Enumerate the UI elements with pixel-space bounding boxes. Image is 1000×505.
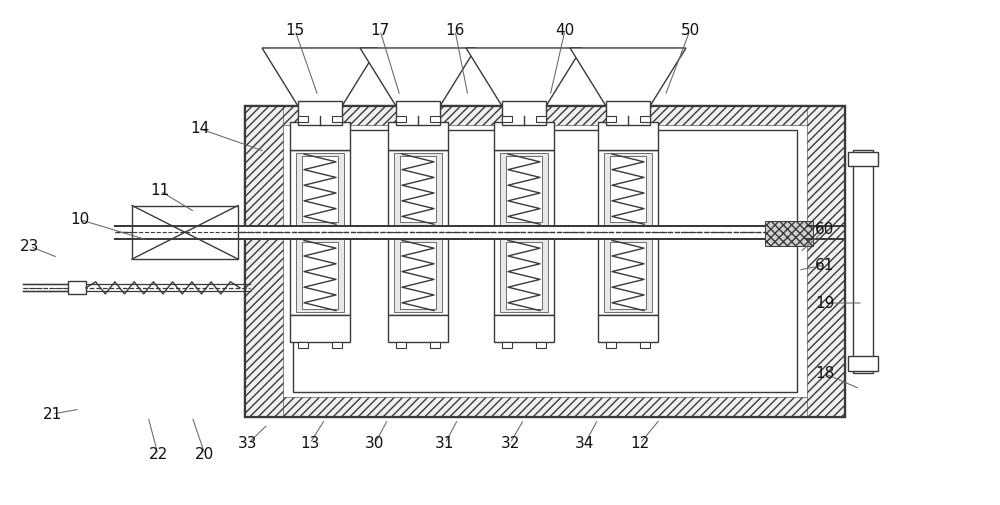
Bar	[298, 116, 308, 122]
Bar	[606, 116, 616, 122]
Bar	[290, 236, 350, 315]
Text: 16: 16	[445, 23, 465, 38]
Bar	[302, 156, 338, 222]
Bar	[293, 130, 797, 392]
Text: 11: 11	[150, 183, 170, 198]
Bar	[848, 152, 878, 166]
Text: 40: 40	[555, 23, 575, 38]
Text: 14: 14	[190, 121, 210, 136]
Bar	[396, 116, 406, 122]
Bar	[606, 101, 650, 125]
Bar	[430, 116, 440, 122]
Bar	[640, 116, 650, 122]
Bar	[400, 156, 436, 222]
Bar	[115, 226, 802, 239]
Text: 23: 23	[20, 239, 40, 254]
Bar	[848, 357, 878, 371]
Bar	[502, 342, 512, 348]
Bar	[290, 122, 350, 150]
Text: 32: 32	[500, 436, 520, 451]
Bar	[610, 242, 646, 309]
Text: 19: 19	[815, 295, 835, 311]
Bar	[598, 150, 658, 228]
Text: 13: 13	[300, 436, 320, 451]
Bar	[298, 342, 308, 348]
Bar	[500, 153, 548, 225]
Bar	[494, 315, 554, 342]
Text: 31: 31	[435, 436, 455, 451]
Text: 20: 20	[195, 447, 215, 462]
Bar	[598, 122, 658, 150]
Bar	[502, 101, 546, 125]
Polygon shape	[570, 48, 686, 106]
Text: 30: 30	[365, 436, 385, 451]
Text: 21: 21	[42, 407, 62, 422]
Bar	[606, 342, 616, 348]
Bar	[536, 116, 546, 122]
Text: 33: 33	[238, 436, 258, 451]
Bar	[394, 239, 442, 312]
Text: 34: 34	[575, 436, 595, 451]
Text: 22: 22	[148, 447, 168, 462]
Bar	[500, 239, 548, 312]
Polygon shape	[466, 48, 582, 106]
Bar	[610, 156, 646, 222]
Text: 12: 12	[630, 436, 650, 451]
Bar	[604, 239, 652, 312]
Bar	[302, 242, 338, 309]
Bar	[598, 236, 658, 315]
Bar	[502, 116, 512, 122]
Bar	[388, 236, 448, 315]
Bar	[396, 342, 406, 348]
Polygon shape	[807, 106, 845, 417]
Polygon shape	[245, 106, 283, 417]
Bar	[332, 342, 342, 348]
Polygon shape	[245, 397, 845, 417]
Text: 15: 15	[285, 23, 305, 38]
Bar	[536, 342, 546, 348]
Bar	[506, 156, 542, 222]
Text: 10: 10	[70, 212, 90, 227]
Text: 61: 61	[815, 258, 835, 273]
Bar	[132, 206, 238, 259]
Bar	[296, 239, 344, 312]
Bar	[494, 150, 554, 228]
Bar	[388, 315, 448, 342]
Bar	[396, 101, 440, 125]
Bar	[296, 153, 344, 225]
Bar	[298, 101, 342, 125]
Bar	[430, 342, 440, 348]
Bar	[765, 221, 813, 246]
Polygon shape	[360, 48, 476, 106]
Bar	[290, 315, 350, 342]
Polygon shape	[262, 48, 378, 106]
Bar	[604, 153, 652, 225]
Bar	[290, 150, 350, 228]
Polygon shape	[245, 106, 845, 125]
Text: 50: 50	[680, 23, 700, 38]
Bar	[332, 116, 342, 122]
Bar	[494, 236, 554, 315]
Bar	[506, 242, 542, 309]
Bar	[640, 342, 650, 348]
Bar	[245, 106, 845, 417]
Bar	[494, 122, 554, 150]
Bar	[245, 106, 845, 417]
Text: 18: 18	[815, 366, 835, 381]
Bar	[388, 150, 448, 228]
Text: 60: 60	[815, 222, 835, 237]
Bar	[394, 153, 442, 225]
Bar	[68, 281, 86, 294]
Bar	[400, 242, 436, 309]
Text: 17: 17	[370, 23, 390, 38]
Bar	[388, 122, 448, 150]
Bar	[853, 149, 873, 373]
Bar	[598, 315, 658, 342]
